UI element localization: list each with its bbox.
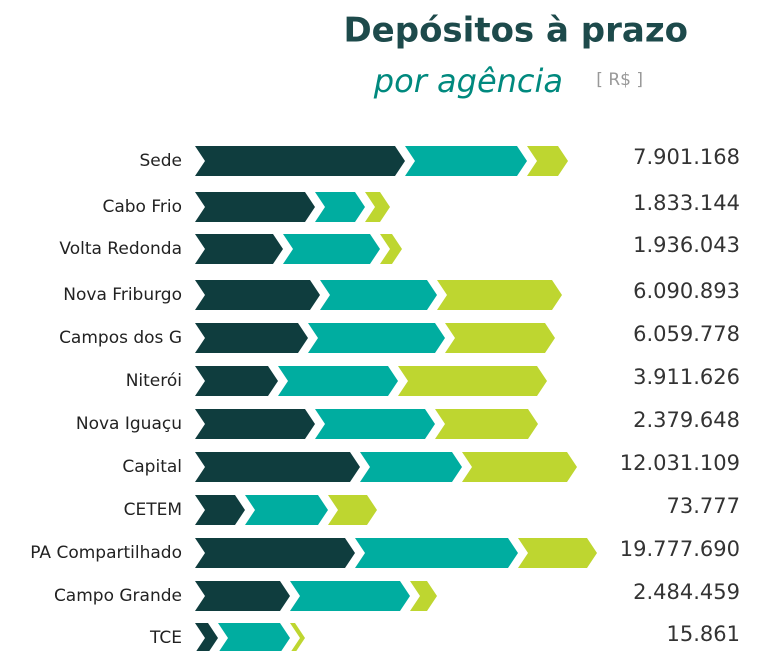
bar-segment xyxy=(195,192,315,222)
bar-segment xyxy=(437,280,562,310)
bar-segment xyxy=(278,366,398,396)
bar-segment xyxy=(445,323,555,353)
unit-label: [ R$ ] xyxy=(596,70,643,90)
bar-segment xyxy=(380,234,402,264)
bar-segment xyxy=(518,538,597,568)
category-label: Volta Redonda xyxy=(59,239,182,259)
bar-segment xyxy=(195,409,315,439)
category-label: Campo Grande xyxy=(54,586,182,606)
category-label: Campos dos G xyxy=(59,328,182,348)
bar-segment xyxy=(405,146,527,176)
value-label: 2.379.648 xyxy=(633,408,740,432)
value-label: 1.833.144 xyxy=(633,191,740,215)
category-label: Cabo Frio xyxy=(102,197,182,217)
value-label: 2.484.459 xyxy=(633,580,740,604)
bar-segment xyxy=(315,192,365,222)
value-label: 73.777 xyxy=(667,494,740,518)
value-label: 6.090.893 xyxy=(633,279,740,303)
category-label: CETEM xyxy=(124,500,182,520)
bar-segment xyxy=(195,146,405,176)
category-label: Sede xyxy=(140,151,183,171)
bar-segment xyxy=(360,452,462,482)
bar-segment xyxy=(320,280,437,310)
bar-segment xyxy=(328,495,377,525)
category-label: Nova Iguaçu xyxy=(76,414,182,434)
bar-segment xyxy=(195,323,308,353)
bar-segment xyxy=(195,538,355,568)
value-label: 3.911.626 xyxy=(633,365,740,389)
value-label: 7.901.168 xyxy=(633,145,740,169)
value-label: 1.936.043 xyxy=(633,233,740,257)
bar-segment xyxy=(365,192,390,222)
bar-segment xyxy=(283,234,380,264)
bar-segment xyxy=(315,409,435,439)
bar-segment xyxy=(290,623,305,651)
chart-title: Depósitos à prazo xyxy=(343,11,688,51)
bar-segment xyxy=(527,146,568,176)
bar-segment xyxy=(195,234,283,264)
category-label: Nova Friburgo xyxy=(63,285,182,305)
value-label: 12.031.109 xyxy=(620,451,740,475)
bar-segment xyxy=(195,280,320,310)
bar-segment xyxy=(290,581,410,611)
bar-segment xyxy=(462,452,577,482)
category-label: TCE xyxy=(149,628,182,648)
bar-segment xyxy=(245,495,328,525)
bar-segment xyxy=(195,366,278,396)
value-label: 19.777.690 xyxy=(620,537,740,561)
bar-segment xyxy=(195,581,290,611)
bar-segment xyxy=(355,538,518,568)
bar-segment xyxy=(410,581,437,611)
category-label: PA Compartilhado xyxy=(30,543,182,563)
bar-segment xyxy=(308,323,445,353)
bar-segment xyxy=(398,366,547,396)
bar-segment xyxy=(195,495,245,525)
bar-segment xyxy=(195,623,218,651)
category-label: Capital xyxy=(122,457,182,477)
value-label: 15.861 xyxy=(667,622,740,646)
value-label: 6.059.778 xyxy=(633,322,740,346)
bar-segment xyxy=(195,452,360,482)
chart-subtitle: por agência xyxy=(373,62,563,100)
category-label: Niterói xyxy=(126,371,182,391)
bar-segment xyxy=(435,409,538,439)
bar-segment xyxy=(218,623,290,651)
